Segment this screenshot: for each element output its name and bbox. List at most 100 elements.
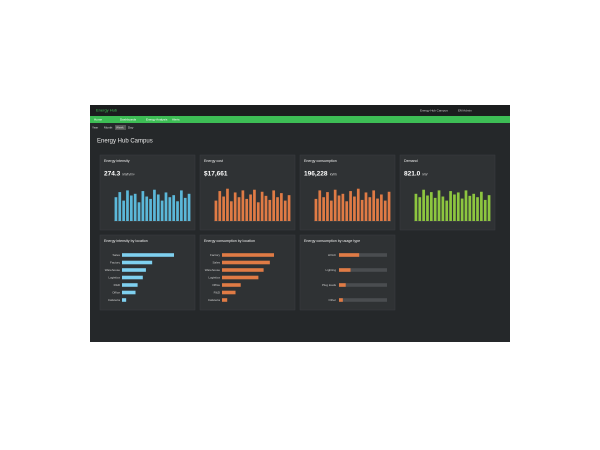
time-tab[interactable]: Week [116,125,124,129]
hbar [339,253,360,257]
bar [322,197,325,221]
bar [256,202,260,221]
top-bar [90,105,510,116]
bar [245,198,249,221]
bar [449,191,452,221]
card-title: Energy consumption by location [204,239,255,243]
bar [472,193,476,221]
bar [183,197,187,221]
bar [372,190,376,221]
time-tab[interactable]: Year [92,125,98,129]
row-label: Logistics [208,275,220,279]
page-title: Energy Hub Campus [97,139,153,145]
kpi-value: 821.0 [404,171,421,178]
bar [445,200,449,221]
kpi-value: 274.3 [104,171,121,178]
bar [222,196,225,221]
row-label: Cafeteria [208,298,221,302]
bar [160,200,164,221]
bar [253,189,256,221]
bar [468,195,472,221]
bar [318,190,322,221]
bar [218,191,222,221]
bar [129,195,133,221]
bar [237,197,241,221]
kpi-unit: kWh/m² [123,172,136,176]
bar [380,194,383,221]
row-label: R&D [114,283,121,287]
bar [168,197,172,221]
hbar [339,283,346,287]
nav-tab[interactable]: Alerts [172,118,180,122]
site-selector[interactable]: Energy Hub Campus [420,108,448,112]
bar [187,193,191,221]
card-title: Energy consumption [304,159,337,163]
kpi-value: 196,228 [304,171,328,178]
app-name: Energy Hub [96,108,118,113]
bar [345,201,349,221]
hbar [222,298,228,302]
bar [387,191,391,221]
bar [226,188,229,221]
bar [437,190,441,221]
bar [287,195,291,221]
nav-tab[interactable]: Energy Analysis [146,118,168,122]
time-tab[interactable]: Month [104,125,113,129]
bar [249,194,252,221]
hbar [222,283,241,287]
bar [133,193,137,221]
bar [349,191,352,221]
hbar [122,275,143,280]
nav-tab[interactable]: Home [94,118,102,122]
card-title: Energy intensity [104,159,130,163]
breakdown-card [199,234,296,311]
hbar [222,260,270,265]
bar [214,200,218,221]
bar [118,192,122,221]
row-label: Factory [110,260,121,264]
bar [376,198,379,221]
bar [314,198,318,221]
bar [337,195,341,221]
hbar [122,290,136,295]
bar [453,194,456,221]
row-label: HVAC [328,253,337,257]
row-label: Factory [210,253,221,257]
nav-tab[interactable]: Dashboards [120,118,137,122]
row-label: Lighting [325,268,336,272]
bar [456,192,460,221]
bar [176,201,179,221]
bar [164,192,168,221]
bar [145,196,149,221]
bar [383,200,387,221]
card-title: Energy intensity by location [104,239,148,243]
bar [114,197,118,221]
hbar [122,260,153,265]
bar [426,195,429,221]
bar [326,192,329,221]
breakdown-card [99,234,196,311]
row-label: Other [328,298,336,302]
hbar [222,253,274,257]
bar [441,196,445,221]
bar [329,200,333,221]
bar [153,189,156,221]
time-tab[interactable]: Day [128,125,134,129]
kpi-unit: kWh [330,172,337,176]
bar [264,195,268,221]
kpi-value: $17,661 [204,171,228,178]
row-label: Office [112,290,120,294]
bar [172,195,176,221]
bar [333,189,337,221]
bar-track [339,268,387,272]
hbar [122,253,174,257]
bar [272,190,276,221]
hbar [222,290,236,295]
user-menu[interactable]: EM Admin [458,108,472,112]
bar [126,190,129,221]
bar [414,193,418,221]
bar [368,197,372,221]
bar [276,197,279,221]
usage-card [299,234,396,311]
